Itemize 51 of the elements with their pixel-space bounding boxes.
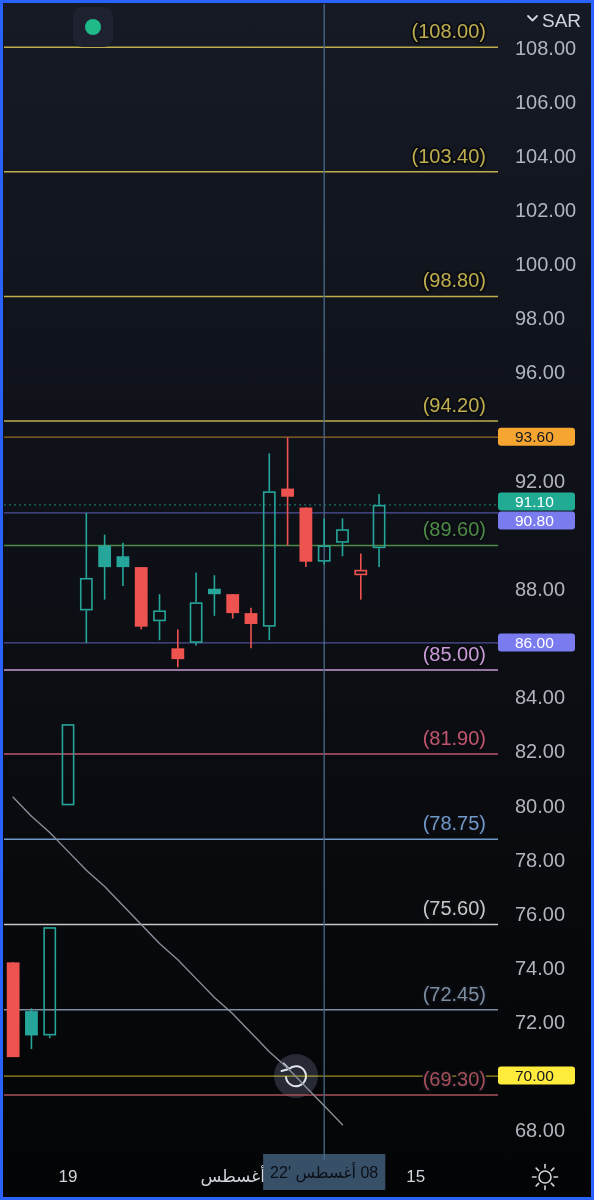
y-tick-label: 72.00: [515, 1011, 566, 1034]
y-tick-label: 108.00: [515, 36, 577, 59]
candlestick: [281, 436, 294, 547]
ref-line-label: (75.60): [422, 897, 486, 920]
x-tick-label: 19: [58, 1167, 78, 1187]
y-tick-label: 93.60: [515, 428, 555, 446]
candlestick: [189, 571, 203, 647]
y-tick-label: 70.00: [515, 1067, 555, 1085]
x-tick-label: 15: [406, 1167, 426, 1187]
y-tick-label: 100.00: [515, 253, 577, 276]
y-tick-label: 104.00: [515, 144, 577, 167]
y-tick-label: 88.00: [515, 577, 566, 600]
line-series: [12, 796, 344, 1126]
candlestick: [116, 541, 130, 587]
y-tick-label: 86.00: [515, 633, 555, 651]
y-tick-label: 102.00: [515, 198, 577, 221]
y-tick-label: 91.10: [515, 493, 555, 511]
y-tick-label: 78.00: [515, 848, 566, 871]
y-tick-label: 74.00: [515, 956, 566, 979]
candlestick: [98, 533, 112, 601]
y-axis-title: SAR: [542, 10, 582, 31]
y-tick-label: 106.00: [515, 90, 577, 113]
candlestick: [317, 517, 331, 566]
candlestick: [354, 552, 368, 601]
candlestick: [372, 493, 386, 568]
candlestick: [79, 512, 93, 644]
ref-line-label: (98.80): [422, 269, 486, 292]
candlestick: [171, 628, 185, 669]
ref-line-label: (78.75): [422, 812, 486, 835]
ref-line-label: (108.00): [411, 20, 486, 43]
ref-line-label: (72.45): [422, 982, 486, 1005]
y-tick-label: 82.00: [515, 740, 566, 763]
candlestick: [262, 452, 276, 642]
x-tick-label: أغسطس: [200, 1165, 265, 1187]
y-tick-label: 98.00: [515, 307, 566, 330]
candlestick: [226, 593, 240, 620]
candlestick: [244, 606, 258, 650]
x-tick-label: 08 أغسطس '22: [270, 1161, 379, 1183]
y-tick-label: 90.80: [515, 512, 555, 530]
y-tick-label: 68.00: [515, 1119, 566, 1142]
candlestick: [208, 574, 221, 617]
ref-line-label: (81.90): [422, 726, 486, 749]
y-tick-label: 92.00: [515, 469, 566, 492]
ref-line-label: (103.40): [411, 144, 486, 167]
y-tick-label: 96.00: [515, 361, 566, 384]
ref-line-label: (89.60): [422, 518, 486, 541]
y-tick-label: 76.00: [515, 902, 566, 925]
y-tick-label: 80.00: [515, 794, 566, 817]
ref-line-label: (85.00): [422, 642, 486, 665]
ref-line-label: (94.20): [422, 393, 486, 416]
y-tick-label: 84.00: [515, 686, 566, 709]
